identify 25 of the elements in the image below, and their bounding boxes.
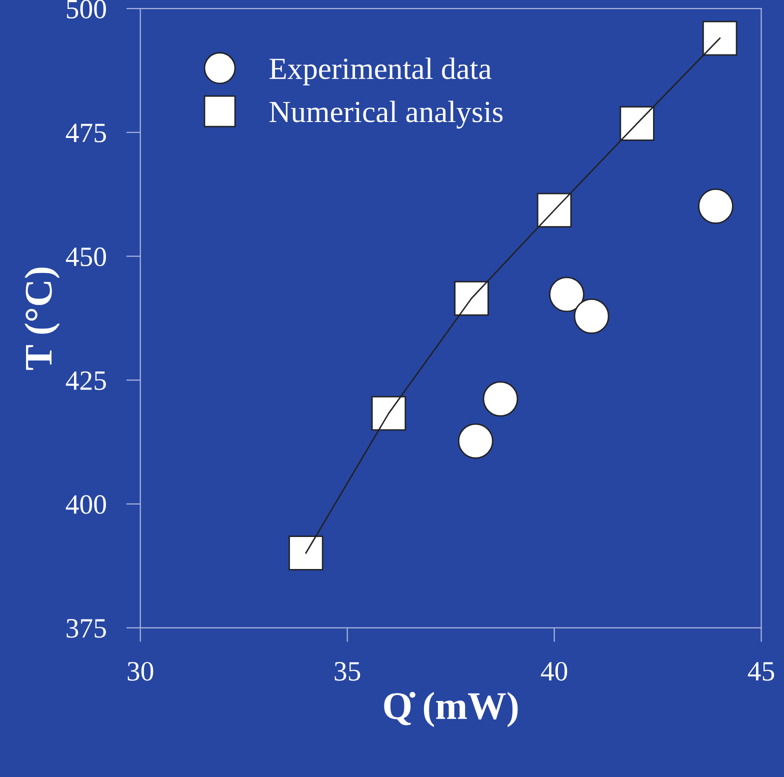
y-tick-label: 500 xyxy=(66,0,106,18)
x-axis-title: Q̇ (mW) xyxy=(384,692,518,728)
y-tick-label: 400 xyxy=(66,495,106,514)
y-tick-label: 475 xyxy=(66,124,106,142)
point xyxy=(482,381,518,417)
y-axis-title: T (°C) xyxy=(24,268,60,370)
point xyxy=(702,20,738,56)
point xyxy=(549,276,584,312)
legend-label: Numerical analysis xyxy=(270,100,503,129)
y-tick-label: 425 xyxy=(66,371,106,390)
point xyxy=(536,192,572,228)
point xyxy=(371,396,406,431)
legend-label: Experimental data xyxy=(270,58,492,86)
point xyxy=(620,106,654,141)
point xyxy=(574,298,610,334)
x-tick-label: 30 xyxy=(128,662,154,681)
y-tick-label: 450 xyxy=(66,247,106,266)
point xyxy=(458,423,494,459)
x-tick-label: 35 xyxy=(334,662,360,681)
point xyxy=(698,188,734,224)
x-tick-label: 40 xyxy=(540,662,568,681)
point xyxy=(288,536,324,570)
x-tick-label: 45 xyxy=(748,662,774,681)
point xyxy=(454,281,489,316)
y-tick-label: 375 xyxy=(66,619,106,638)
